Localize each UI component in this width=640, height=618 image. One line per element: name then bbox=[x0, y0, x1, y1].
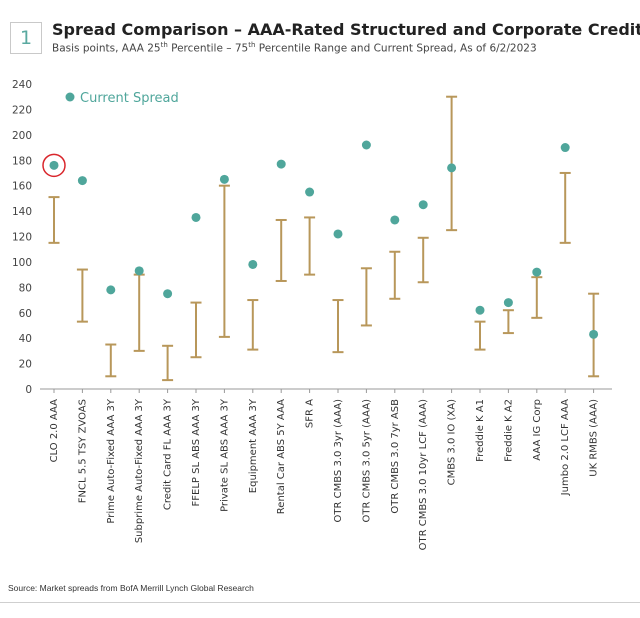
x-category-label: Subprime Auto-Fixed AAA 3Y bbox=[134, 398, 145, 543]
y-tick-label: 200 bbox=[12, 130, 32, 142]
x-category-label: OTR CMBS 3.0 5yr (AAA) bbox=[361, 399, 372, 523]
y-tick-label: 160 bbox=[12, 181, 32, 193]
x-axis: CLO 2.0 AAA FNCL 5.5 TSY ZVOAS Prime Auto-… bbox=[49, 389, 600, 550]
current-spread-dot bbox=[589, 329, 599, 339]
current-spread-dot bbox=[503, 298, 513, 308]
current-spread-dot bbox=[134, 266, 144, 276]
x-category-label: OTR CMBS 3.0 3yr (AAA) bbox=[333, 399, 344, 523]
legend-dot-icon bbox=[65, 92, 75, 102]
current-spread-dot bbox=[163, 289, 173, 299]
subtitle-part1: Basis points, AAA 25 bbox=[52, 42, 161, 55]
current-spread-dot bbox=[276, 159, 286, 169]
current-spread-dot bbox=[532, 267, 542, 277]
y-tick-label: 120 bbox=[12, 232, 32, 244]
subtitle-part3: Percentile Range and Current Spread, As … bbox=[255, 42, 537, 55]
subtitle-part2: Percentile – 75 bbox=[167, 42, 249, 55]
current-spread-dot bbox=[248, 259, 258, 269]
current-spread-dot bbox=[333, 229, 343, 239]
current-spread-series bbox=[42, 140, 599, 339]
x-category-label: Jumbo 2.0 LCF AAA bbox=[560, 399, 571, 496]
source-note: Source: Market spreads from BofA Merrill… bbox=[8, 583, 254, 593]
y-tick-label: 240 bbox=[12, 79, 32, 91]
x-category-label: Prime Auto-Fixed AAA 3Y bbox=[106, 398, 117, 524]
x-category-label: Private SL ABS AAA 3Y bbox=[219, 398, 230, 512]
y-tick-label: 180 bbox=[12, 155, 32, 167]
subtitle-sup1: th bbox=[160, 41, 168, 49]
y-tick-label: 220 bbox=[12, 104, 32, 116]
current-spread-dot bbox=[191, 212, 201, 222]
y-tick-label: 80 bbox=[19, 282, 32, 294]
current-spread-dot bbox=[305, 187, 315, 197]
y-tick-label: 40 bbox=[19, 333, 32, 345]
y-tick-label: 20 bbox=[19, 359, 32, 371]
current-spread-dot bbox=[418, 200, 428, 210]
current-spread-dot bbox=[361, 140, 371, 150]
x-category-label: UK RMBS (AAA) bbox=[589, 399, 600, 477]
chart-title: Spread Comparison – AAA-Rated Structured… bbox=[52, 20, 640, 39]
current-spread-dot bbox=[390, 215, 400, 225]
x-category-label: CMBS 3.0 IO (XA) bbox=[447, 399, 458, 485]
current-spread-dot bbox=[560, 143, 570, 153]
y-tick-label: 140 bbox=[12, 206, 32, 218]
y-tick-label: 60 bbox=[19, 308, 32, 320]
current-spread-dot bbox=[77, 176, 87, 186]
x-category-label: FNCL 5.5 TSY ZVOAS bbox=[77, 399, 88, 503]
x-category-label: Rental Car ABS 5Y AAA bbox=[276, 399, 287, 514]
x-category-label: AAA IG Corp bbox=[532, 399, 543, 461]
range-series bbox=[48, 95, 600, 382]
x-category-label: Credit Card FL AAA 3Y bbox=[163, 398, 174, 510]
bottom-divider bbox=[0, 602, 640, 603]
x-category-label: Freddie K A2 bbox=[503, 399, 514, 462]
chart-subtitle: Basis points, AAA 25th Percentile – 75th… bbox=[52, 41, 537, 55]
current-spread-dot bbox=[49, 160, 59, 170]
highlight-circle bbox=[42, 153, 66, 178]
subtitle-sup2: th bbox=[248, 41, 256, 49]
legend-label: Current Spread bbox=[80, 91, 179, 106]
x-category-label: Equipment AAA 3Y bbox=[248, 398, 259, 493]
x-category-label: OTR CMBS 3.0 10yr LCF (AAA) bbox=[418, 399, 429, 550]
figure-number: 1 bbox=[10, 22, 42, 54]
y-tick-label: 100 bbox=[12, 257, 32, 269]
x-category-label: Freddie K A1 bbox=[475, 399, 486, 462]
x-category-label: SFR A bbox=[305, 399, 316, 428]
y-axis: 0 20 40 60 80 100 120 140 160 180 200 220 240 bbox=[12, 79, 612, 396]
legend: Current Spread bbox=[65, 91, 179, 106]
current-spread-dot bbox=[106, 285, 116, 295]
current-spread-dot bbox=[475, 305, 485, 315]
y-tick-label: 0 bbox=[25, 384, 32, 396]
x-category-label: FFELP SL ABS AAA 3Y bbox=[191, 398, 202, 506]
current-spread-dot bbox=[219, 174, 229, 184]
x-category-label: CLO 2.0 AAA bbox=[49, 399, 60, 463]
x-category-label: OTR CMBS 3.0 7yr ASB bbox=[390, 399, 401, 514]
current-spread-dot bbox=[447, 163, 457, 173]
